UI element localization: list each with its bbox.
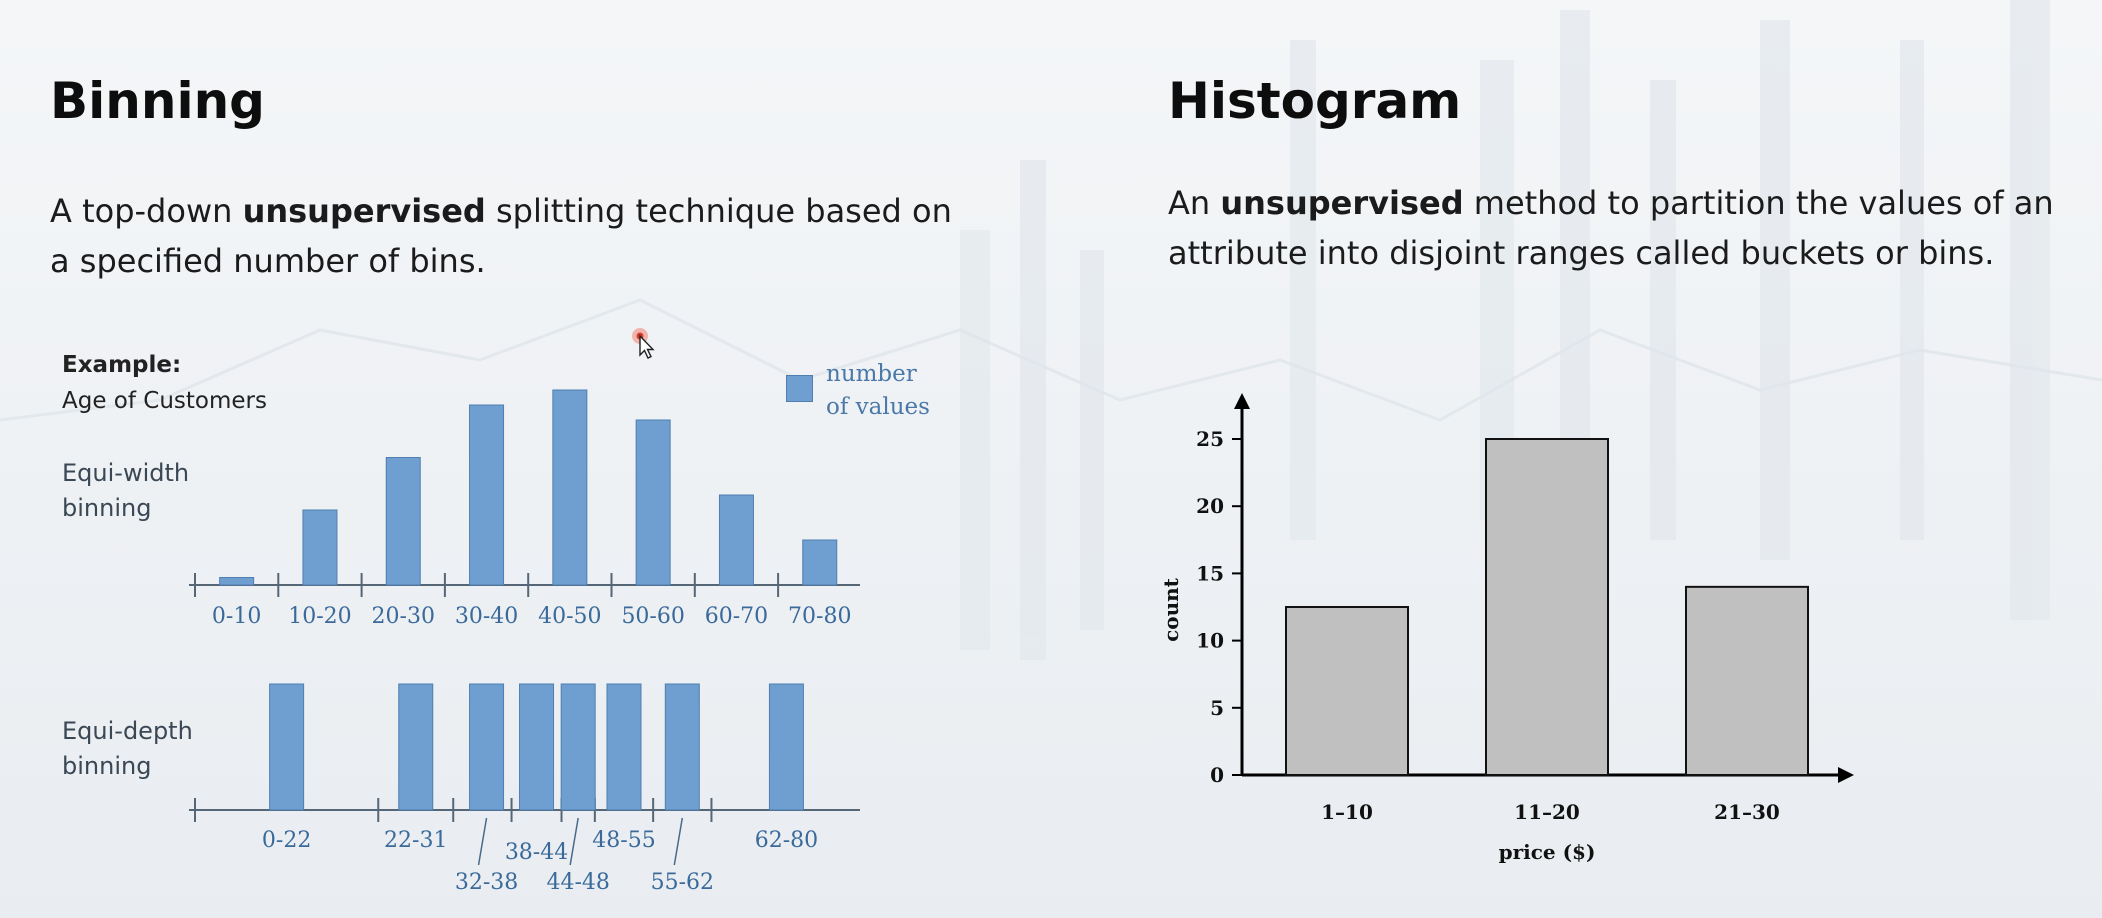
histogram-y-tick-label: 15 [1196, 561, 1224, 585]
histogram-y-tick-label: 10 [1196, 629, 1224, 653]
equi-width-tick-label: 60-70 [705, 604, 768, 629]
equi-depth-tick-label: 0-22 [262, 828, 311, 853]
histogram-x-tick-label: 1–10 [1321, 800, 1373, 824]
equi-depth-leader-line [673, 817, 684, 866]
binning-desc-bold: unsupervised [242, 192, 486, 230]
equi-width-bar [385, 457, 421, 586]
equi-depth-tick-label: 32-38 [455, 870, 518, 895]
equi-depth-tick-label: 22-31 [384, 828, 447, 853]
equi-width-bar [219, 577, 255, 586]
histogram-desc-end: method to partition the values of an att… [1168, 184, 2054, 272]
equi-width-bar [718, 494, 754, 586]
histogram-y-axis-label: count [1159, 577, 1183, 642]
equi-depth-tick-label: 48-55 [592, 828, 655, 853]
equi-depth-label: Equi-depth binning [62, 717, 193, 780]
legend-swatch [786, 375, 813, 402]
binning-desc-start: A top-down [50, 192, 243, 230]
histogram-y-tick-label: 25 [1196, 427, 1224, 451]
equi-depth-bar [469, 683, 505, 811]
histogram-chart: 0 5 10 15 20 25 1–10 11–20 21–30 price ($) count [1159, 393, 1854, 864]
histogram-bar [1285, 606, 1409, 776]
equi-width-bar [635, 419, 671, 586]
equi-width-tick-label: 40-50 [538, 604, 601, 629]
histogram-y-tick-label: 0 [1210, 763, 1224, 787]
histogram-y-tick-label: 5 [1210, 696, 1224, 720]
equi-width-bar [802, 539, 838, 586]
equi-depth-bar [606, 683, 642, 811]
equi-width-tick-label: 10-20 [288, 604, 351, 629]
example-label: Example: [62, 352, 182, 378]
histogram-x-tick-label: 21–30 [1714, 800, 1780, 824]
histogram-title: Histogram [1168, 72, 1462, 130]
mouse-cursor-icon [632, 328, 655, 359]
equi-depth-bar [560, 683, 596, 811]
histogram-description: An unsupervised method to partition the … [1168, 178, 2068, 278]
binning-title: Binning [50, 72, 265, 130]
binning-desc-end: splitting technique based on a specified… [50, 192, 952, 280]
equi-width-bar [469, 404, 505, 586]
histogram-bar [1685, 585, 1809, 776]
equi-width-bar [302, 509, 338, 586]
equi-depth-tick-label: 55-62 [651, 870, 714, 895]
equi-depth-tick-label: 62-80 [755, 828, 818, 853]
equi-width-chart: 0-10 10-20 20-30 30-40 40-50 50-60 60-70 70-80 [189, 389, 860, 629]
histogram-x-tick-label: 11–20 [1514, 800, 1580, 824]
equi-depth-bar [398, 683, 434, 811]
equi-depth-chart: 0-22 22-31 32-38 38-44 44-48 48-55 55-62 62-80 [189, 683, 860, 895]
binning-description: A top-down unsupervised splitting techni… [50, 186, 970, 286]
equi-width-bar [552, 389, 588, 586]
histogram-desc-start: An [1168, 184, 1221, 222]
histogram-bar [1485, 438, 1609, 776]
equi-width-tick-label: 20-30 [372, 604, 435, 629]
equi-width-tick-label: 30-40 [455, 604, 518, 629]
equi-width-tick-label: 0-10 [212, 604, 261, 629]
equi-width-tick-label: 70-80 [788, 604, 851, 629]
y-axis-arrow-icon [1234, 393, 1250, 409]
x-axis-arrow-icon [1838, 767, 1854, 783]
equi-depth-bar [664, 683, 700, 811]
equi-width-label: Equi-width binning [62, 459, 190, 522]
equi-depth-tick-label: 38-44 [505, 840, 568, 865]
equi-width-tick-label: 50-60 [621, 604, 684, 629]
histogram-desc-bold: unsupervised [1220, 184, 1464, 222]
equi-depth-leader-line [477, 817, 488, 866]
equi-depth-bar [269, 683, 305, 811]
equi-depth-leader-line [569, 817, 579, 866]
legend-label: number of values [826, 361, 930, 420]
histogram-y-tick-label: 20 [1196, 494, 1224, 518]
equi-depth-bar [768, 683, 804, 811]
equi-depth-bar [519, 683, 555, 811]
equi-depth-tick-label: 44-48 [546, 870, 609, 895]
histogram-x-axis-label: price ($) [1499, 840, 1596, 864]
example-subject: Age of Customers [62, 388, 267, 414]
